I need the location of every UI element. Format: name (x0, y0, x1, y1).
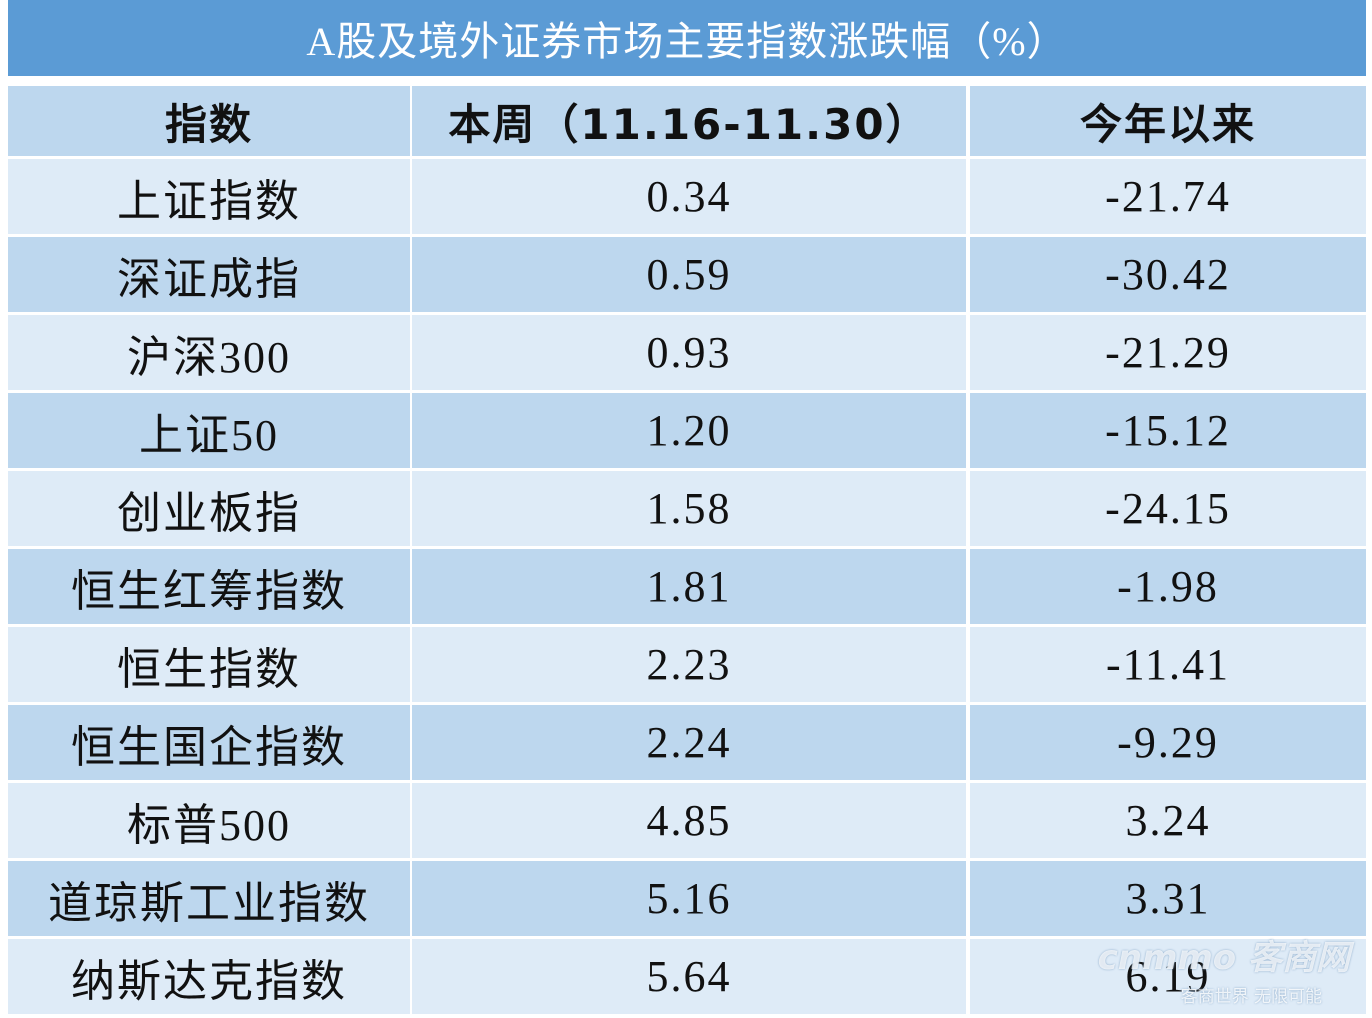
index-name: 恒生国企指数 (8, 705, 410, 780)
table-cell: 0.93 (412, 315, 966, 390)
table-cell: 2.23 (412, 627, 966, 702)
table-cell: 1.81 (412, 549, 966, 624)
index-name: 上证指数 (8, 159, 410, 234)
table-cell: -15.12 (970, 393, 1366, 468)
index-name: 沪深300 (8, 315, 410, 390)
watermark-logo: cnmmo 客商网 (1097, 938, 1350, 978)
column-header: 指数 (8, 86, 410, 156)
table-cell: -21.74 (970, 159, 1366, 234)
table-cell: 4.85 (412, 783, 966, 858)
table-cell: -11.41 (970, 627, 1366, 702)
table-cell: 6.19 (970, 939, 1366, 1014)
table-cell: 0.34 (412, 159, 966, 234)
index-name: 上证50 (8, 393, 410, 468)
table-cell: -9.29 (970, 705, 1366, 780)
table-cell: -24.15 (970, 471, 1366, 546)
table-cell: 5.16 (412, 861, 966, 936)
column-header: 本周（11.16-11.30） (412, 86, 966, 156)
table-cell: -1.98 (970, 549, 1366, 624)
table-title: A股及境外证券市场主要指数涨跌幅（%） (8, 0, 1366, 76)
table-cell: 2.24 (412, 705, 966, 780)
table-cell: -21.29 (970, 315, 1366, 390)
table-cell: 5.64 (412, 939, 966, 1014)
table-cell: -30.42 (970, 237, 1366, 312)
table-cell: 3.31 (970, 861, 1366, 936)
index-name: 恒生指数 (8, 627, 410, 702)
index-name: 纳斯达克指数 (8, 939, 410, 1014)
index-name: 创业板指 (8, 471, 410, 546)
index-name: 道琼斯工业指数 (8, 861, 410, 936)
table-cell: 1.58 (412, 471, 966, 546)
watermark-slogan: 客商世界 无限可能 (1180, 987, 1322, 1007)
table-cell: 3.24 (970, 783, 1366, 858)
index-name: 恒生红筹指数 (8, 549, 410, 624)
index-name: 标普500 (8, 783, 410, 858)
column-header: 今年以来 (970, 86, 1366, 156)
index-name: 深证成指 (8, 237, 410, 312)
table-cell: 0.59 (412, 237, 966, 312)
table-cell: 1.20 (412, 393, 966, 468)
